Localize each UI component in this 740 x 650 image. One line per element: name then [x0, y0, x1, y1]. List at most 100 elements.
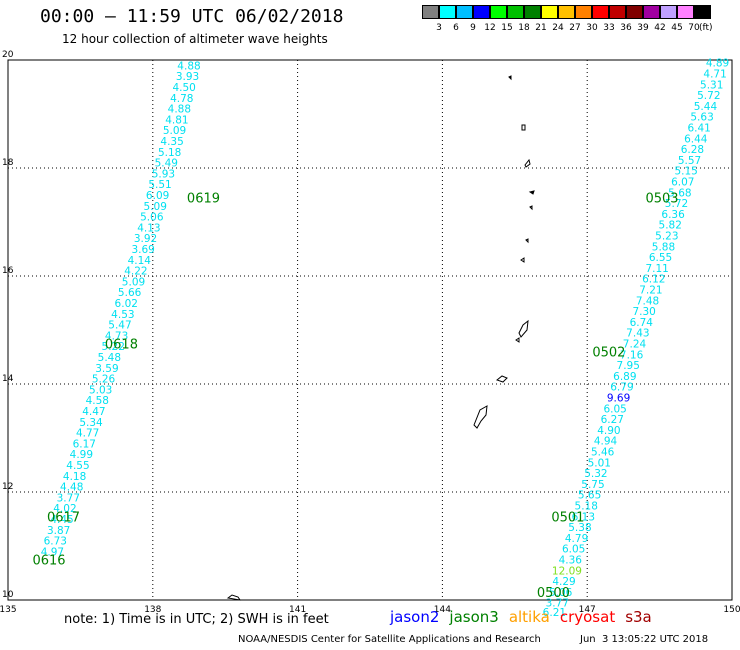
lon-tick-label: 135: [0, 605, 17, 615]
map-title: 00:00 – 11:59 UTC 06/02/2018: [40, 6, 344, 27]
scale-swatch: [643, 5, 660, 19]
wave-height-value: 4.73: [105, 330, 128, 342]
wave-height-value: 4.58: [86, 395, 109, 407]
wave-height-value: 4.36: [559, 555, 583, 567]
wave-height-value: 6.02: [115, 298, 138, 310]
wave-height-value: 4.90: [597, 425, 620, 437]
island-palau-edge: [226, 594, 242, 601]
scale-label: 39: [637, 23, 649, 33]
wave-height-value: 6.17: [73, 438, 96, 450]
wave-height-value: 6.79: [610, 382, 633, 394]
wave-height-value: 4.14: [128, 255, 152, 267]
scale-label: 70: [688, 23, 700, 33]
scale-label: 21: [535, 23, 547, 33]
track-time-label: 0616: [32, 554, 65, 569]
scale-swatch: [677, 5, 694, 19]
scale-label: 42: [654, 23, 666, 33]
wave-height-value: 6.73: [44, 536, 67, 548]
scale-unit: (ft): [699, 23, 713, 33]
scale-label: 6: [453, 23, 459, 33]
wave-height-value: 5.75: [581, 479, 604, 491]
track-time-label: 0502: [592, 346, 625, 361]
wave-height-value: 7.48: [636, 295, 659, 307]
wave-height-value: 7.11: [645, 263, 668, 275]
island-rota: [495, 375, 508, 383]
wave-height-value: 6.36: [661, 209, 685, 221]
island-guam: [473, 405, 488, 429]
wave-height-value: 6.28: [681, 144, 704, 156]
lon-tick-label: 141: [289, 605, 306, 615]
lon-tick-label: 147: [579, 605, 596, 615]
wave-height-value: 5.72: [697, 90, 720, 102]
scale-swatch: [439, 5, 456, 19]
wave-height-value: 4.02: [53, 503, 76, 515]
wave-height-value: 4.77: [76, 428, 99, 440]
wave-height-value: 5.65: [578, 490, 601, 502]
wave-height-value: 5.49: [155, 158, 178, 170]
wave-height-value: 4.13: [137, 222, 160, 234]
wave-height-value: 9.69: [607, 393, 630, 405]
wave-height-value: 4.81: [165, 114, 188, 126]
wave-height-value: 4.55: [66, 460, 89, 472]
wave-height-value: 5.34: [79, 417, 103, 429]
wave-height-value: 6.21: [543, 607, 566, 619]
track-time-label: 0617: [47, 510, 80, 525]
wave-height-value: 5.63: [690, 112, 713, 124]
wave-height-value: 4.35: [160, 136, 183, 148]
footer-note: note: 1) Time is in UTC; 2) SWH is in fe…: [64, 612, 329, 627]
scale-swatch: [575, 5, 592, 19]
wave-height-value: 5.51: [148, 179, 171, 191]
legend-item-s3a: s3a: [625, 608, 652, 626]
wave-height-value: 6.09: [146, 190, 169, 202]
wave-height-value: 5.44: [694, 101, 718, 113]
legend-item-altika: altika: [508, 608, 550, 626]
island-tinian: [515, 337, 520, 343]
wave-height-value: 6.74: [630, 317, 654, 329]
wave-height-value: 3.87: [47, 525, 70, 537]
wave-height-value: 5.09: [163, 125, 186, 137]
track-time-label: 0619: [187, 192, 220, 207]
lat-tick-label: 18: [2, 158, 14, 168]
wave-height-value: 5.68: [668, 187, 691, 199]
lat-tick-label: 12: [2, 482, 13, 492]
wave-height-value: 3.93: [176, 71, 199, 83]
legend-item-jason3: jason3: [449, 608, 499, 626]
scale-label: 24: [552, 23, 564, 33]
scale-swatch: [524, 5, 541, 19]
scale-swatch: [422, 5, 439, 19]
scale-swatch: [507, 5, 524, 19]
wave-height-value: 5.72: [665, 198, 688, 210]
track-time-label: 0618: [105, 338, 138, 353]
track-time-label: 0501: [551, 510, 584, 525]
wave-height-value: 7.30: [632, 306, 655, 318]
island-guguan: [529, 205, 533, 211]
map-frame: [7, 59, 733, 601]
lon-tick-label: 144: [434, 605, 451, 615]
wave-height-value: 7.43: [626, 328, 649, 340]
wave-height-value: 4.71: [703, 69, 726, 81]
wave-height-value: 5.06: [140, 212, 164, 224]
lat-tick-label: 16: [2, 266, 14, 276]
wave-height-value: 5.01: [588, 457, 611, 469]
legend-item-jason2: jason2: [390, 608, 440, 626]
wave-height-value: 4.88: [168, 104, 191, 116]
wave-height-value: 4.89: [706, 58, 729, 70]
legend-item-cryosat: cryosat: [559, 608, 616, 626]
scale-label: 33: [603, 23, 615, 33]
track-time-label: 0500: [537, 586, 570, 601]
wave-height-value: 6.89: [613, 371, 636, 383]
wave-height-value: 5.93: [152, 168, 175, 180]
wave-height-value: 4.45: [50, 514, 73, 526]
wave-height-value: 5.48: [98, 352, 121, 364]
wave-height-value: 4.47: [82, 406, 105, 418]
wave-height-value: 6.55: [649, 252, 672, 264]
wave-height-value: 6.41: [687, 123, 710, 135]
wave-height-value: 4.29: [552, 576, 575, 588]
scale-label: 18: [518, 23, 530, 33]
satellite-legend: jason2 jason3 altika cryosat s3a: [390, 608, 662, 626]
credit-timestamp: Jun 3 13:05:22 UTC 2018: [580, 634, 709, 645]
scale-label: 45: [671, 23, 683, 33]
wave-height-value: 5.03: [89, 384, 112, 396]
wave-height-value: 6.05: [603, 403, 626, 415]
wave-height-value: 4.22: [124, 266, 147, 278]
